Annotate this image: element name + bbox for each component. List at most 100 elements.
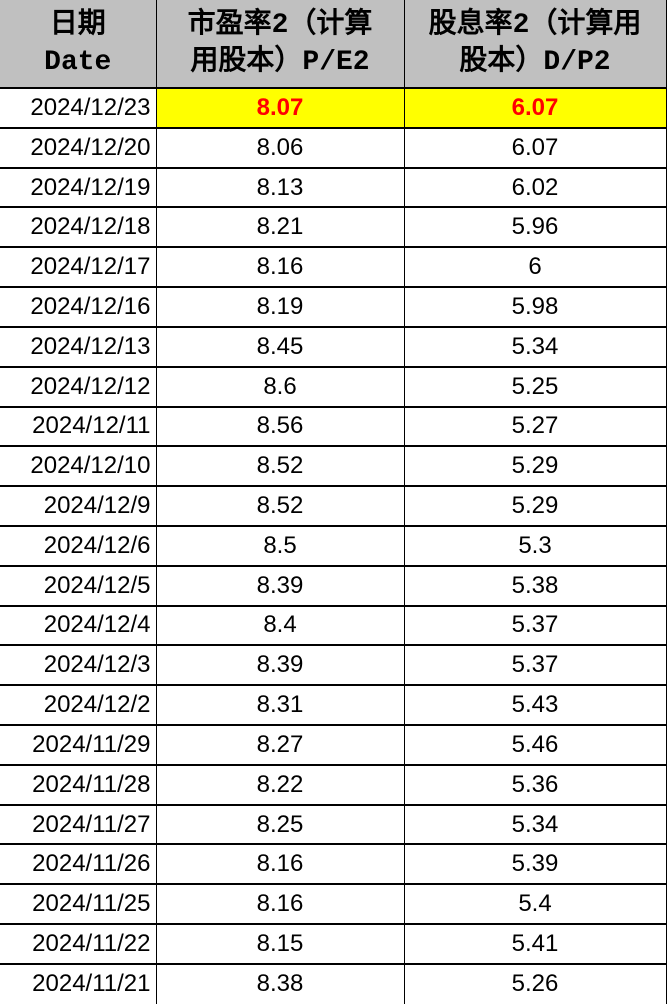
date-cell[interactable]: 2024/12/19 [0,166,157,209]
table-row: 2024/11/21 8.38 5.26 [0,962,667,1004]
date-cell[interactable]: 2024/12/6 [0,524,157,567]
dp2-cell[interactable]: 6.07 [403,126,667,169]
pe2-cell[interactable]: 8.4 [155,604,405,647]
pe2-cell[interactable]: 8.27 [155,724,405,766]
table-row: 2024/12/2 8.31 5.43 [0,684,667,726]
table-row: 2024/12/3 8.39 5.37 [0,644,667,687]
dp2-cell[interactable]: 5.36 [403,763,667,806]
dp2-cell[interactable]: 5.34 [403,325,667,368]
table-row: 2024/11/25 8.16 5.4 [0,883,667,926]
table-row: 2024/11/27 8.25 5.34 [0,803,667,846]
pe2-cell[interactable]: 8.6 [155,365,405,408]
table-row: 2024/12/17 8.16 6 [0,246,667,289]
header-dp2-line1: 股息率2（计算用 [428,9,642,41]
dp2-cell[interactable]: 5.41 [403,923,667,965]
date-cell[interactable]: 2024/11/25 [0,883,157,926]
dp2-cell[interactable]: 5.27 [403,405,667,448]
pe2-cell[interactable]: 8.16 [155,246,405,289]
dp2-cell[interactable]: 5.39 [403,843,667,886]
header-date-line2: Date [44,46,112,78]
dp2-cell[interactable]: 5.29 [403,445,667,488]
date-cell[interactable]: 2024/11/22 [0,923,157,965]
date-cell[interactable]: 2024/11/27 [0,803,157,846]
table-row: 2024/12/20 8.06 6.07 [0,126,667,169]
pe2-cell[interactable]: 8.22 [155,763,405,806]
pe2-cell[interactable]: 8.38 [155,962,405,1004]
date-cell[interactable]: 2024/12/17 [0,246,157,289]
date-cell[interactable]: 2024/12/10 [0,445,157,488]
date-cell[interactable]: 2024/12/12 [0,365,157,408]
dp2-cell[interactable]: 5.26 [403,962,667,1004]
dp2-cell[interactable]: 5.98 [403,286,667,328]
date-cell[interactable]: 2024/12/13 [0,325,157,368]
table-row: 2024/12/10 8.52 5.29 [0,445,667,488]
pe2-cell[interactable]: 8.15 [155,923,405,965]
table-row: 2024/12/4 8.4 5.37 [0,604,667,647]
date-cell[interactable]: 2024/12/5 [0,564,157,607]
date-cell[interactable]: 2024/12/2 [0,684,157,726]
header-date[interactable]: 日期 Date [0,0,157,89]
pe2-cell[interactable]: 8.16 [155,883,405,926]
dp2-cell[interactable]: 5.37 [403,604,667,647]
date-cell[interactable]: 2024/11/26 [0,843,157,886]
pe2-cell[interactable]: 8.5 [155,524,405,567]
pe2-cell[interactable]: 8.19 [155,286,405,328]
header-date-line1: 日期 [49,9,106,41]
table-row: 2024/12/16 8.19 5.98 [0,286,667,328]
table-row: 2024/12/19 8.13 6.02 [0,166,667,209]
header-dp2[interactable]: 股息率2（计算用 股本）D/P2 [403,0,667,89]
dp2-cell[interactable]: 6 [403,246,667,289]
table-row: 2024/12/23 8.07 6.07 [0,87,667,129]
date-cell[interactable]: 2024/11/28 [0,763,157,806]
dp2-cell[interactable]: 5.46 [403,724,667,766]
pe2-cell[interactable]: 8.25 [155,803,405,846]
date-cell[interactable]: 2024/12/9 [0,485,157,527]
date-cell[interactable]: 2024/12/16 [0,286,157,328]
dp2-cell[interactable]: 5.25 [403,365,667,408]
table-row: 2024/12/11 8.56 5.27 [0,405,667,448]
pe2-cell[interactable]: 8.07 [155,87,405,129]
date-cell[interactable]: 2024/12/18 [0,206,157,249]
pe2-cell[interactable]: 8.52 [155,485,405,527]
date-cell[interactable]: 2024/12/23 [0,87,157,129]
pe2-cell[interactable]: 8.13 [155,166,405,209]
table-row: 2024/12/18 8.21 5.96 [0,206,667,249]
pe2-cell[interactable]: 8.16 [155,843,405,886]
table-row: 2024/12/13 8.45 5.34 [0,325,667,368]
table-row: 2024/12/9 8.52 5.29 [0,485,667,527]
header-dp2-line2: 股本）D/P2 [459,46,611,78]
date-cell[interactable]: 2024/12/3 [0,644,157,687]
dp2-cell[interactable]: 5.3 [403,524,667,567]
dp2-cell[interactable]: 5.43 [403,684,667,726]
table-body: 2024/12/23 8.07 6.07 2024/12/20 8.06 6.07 2024… [0,87,667,1004]
dp2-cell[interactable]: 5.96 [403,206,667,249]
pe2-cell[interactable]: 8.06 [155,126,405,169]
date-cell[interactable]: 2024/11/21 [0,962,157,1004]
date-cell[interactable]: 2024/12/11 [0,405,157,448]
header-pe2[interactable]: 市盈率2（计算 用股本）P/E2 [155,0,405,89]
date-cell[interactable]: 2024/11/29 [0,724,157,766]
pe2-cell[interactable]: 8.39 [155,564,405,607]
dp2-cell[interactable]: 5.34 [403,803,667,846]
table-row: 2024/12/12 8.6 5.25 [0,365,667,408]
dp2-cell[interactable]: 6.07 [403,87,667,129]
date-cell[interactable]: 2024/12/4 [0,604,157,647]
dp2-cell[interactable]: 5.4 [403,883,667,926]
pe2-cell[interactable]: 8.39 [155,644,405,687]
table-row: 2024/11/26 8.16 5.39 [0,843,667,886]
header-row: 日期 Date 市盈率2（计算 用股本）P/E2 股息率2（计算用 股本）D/P… [0,0,667,89]
dp2-cell[interactable]: 5.29 [403,485,667,527]
pe2-cell[interactable]: 8.56 [155,405,405,448]
dp2-cell[interactable]: 6.02 [403,166,667,209]
table-row: 2024/11/22 8.15 5.41 [0,923,667,965]
pe2-cell[interactable]: 8.31 [155,684,405,726]
dp2-cell[interactable]: 5.38 [403,564,667,607]
table-row: 2024/12/6 8.5 5.3 [0,524,667,567]
pe2-cell[interactable]: 8.52 [155,445,405,488]
table-row: 2024/11/29 8.27 5.46 [0,724,667,766]
pe2-cell[interactable]: 8.21 [155,206,405,249]
date-cell[interactable]: 2024/12/20 [0,126,157,169]
dp2-cell[interactable]: 5.37 [403,644,667,687]
pe2-cell[interactable]: 8.45 [155,325,405,368]
